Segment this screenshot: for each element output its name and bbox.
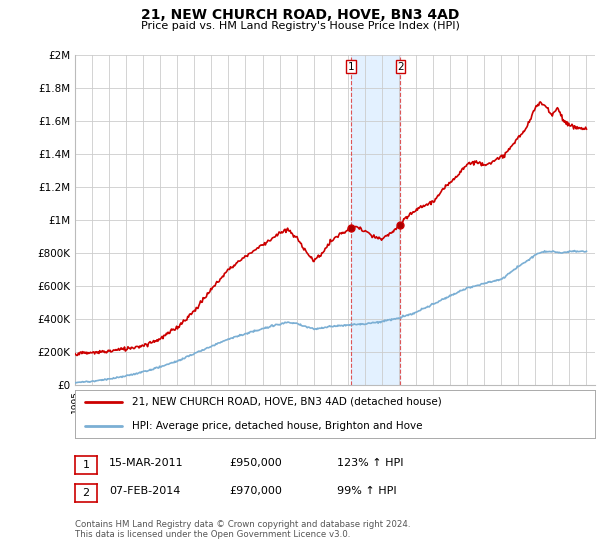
Text: 21, NEW CHURCH ROAD, HOVE, BN3 4AD: 21, NEW CHURCH ROAD, HOVE, BN3 4AD [141,8,459,22]
Text: 21, NEW CHURCH ROAD, HOVE, BN3 4AD (detached house): 21, NEW CHURCH ROAD, HOVE, BN3 4AD (deta… [132,397,442,407]
Text: 1: 1 [348,62,355,72]
Text: 15-MAR-2011: 15-MAR-2011 [109,458,184,468]
Bar [352,55,400,385]
Text: £970,000: £970,000 [229,486,282,496]
Text: 07-FEB-2014: 07-FEB-2014 [109,486,181,496]
Text: Contains HM Land Registry data © Crown copyright and database right 2024.
This d: Contains HM Land Registry data © Crown c… [75,520,410,539]
Text: Price paid vs. HM Land Registry's House Price Index (HPI): Price paid vs. HM Land Registry's House … [140,21,460,31]
Text: HPI: Average price, detached house, Brighton and Hove: HPI: Average price, detached house, Brig… [132,421,422,431]
Text: 99% ↑ HPI: 99% ↑ HPI [337,486,397,496]
Text: £950,000: £950,000 [229,458,282,468]
Text: 123% ↑ HPI: 123% ↑ HPI [337,458,404,468]
Text: 1: 1 [83,460,89,470]
Text: 2: 2 [82,488,89,498]
Text: 2: 2 [397,62,404,72]
